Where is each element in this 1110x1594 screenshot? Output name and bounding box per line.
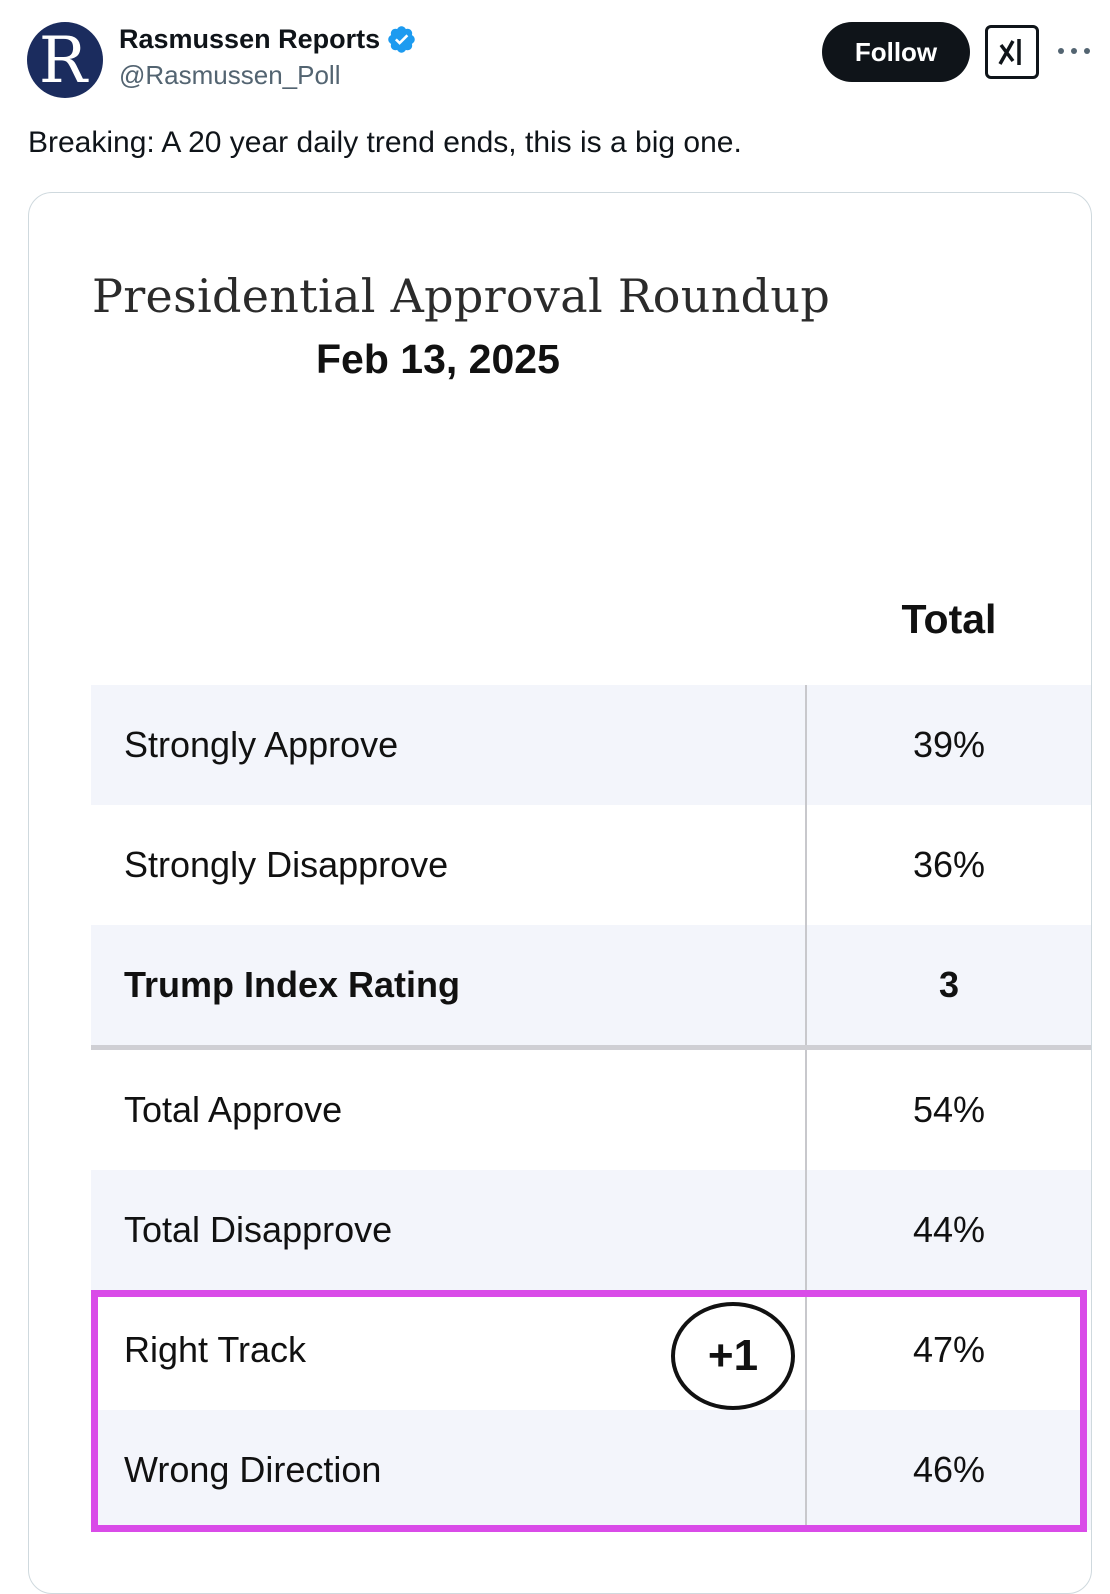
table-row: Strongly Approve 39%	[91, 685, 1091, 805]
column-header-total: Total	[901, 596, 997, 642]
more-options-icon[interactable]	[1058, 36, 1090, 66]
row-label: Right Track	[91, 1290, 807, 1410]
follow-button[interactable]: Follow	[822, 22, 970, 82]
author-name[interactable]: Rasmussen Reports	[119, 24, 381, 54]
table-row: Wrong Direction 46%	[91, 1410, 1091, 1530]
poll-image-card[interactable]: Presidential Approval Roundup Feb 13, 20…	[28, 192, 1092, 1594]
avatar[interactable]: R	[27, 22, 103, 98]
tweet-text: Breaking: A 20 year daily trend ends, th…	[28, 126, 742, 159]
row-label: Strongly Disapprove	[91, 805, 807, 925]
table-row: Trump Index Rating 3	[91, 925, 1091, 1045]
row-label: Wrong Direction	[91, 1410, 807, 1530]
table-row: Strongly Disapprove 36%	[91, 805, 1091, 925]
author-handle[interactable]: @Rasmussen_Poll	[119, 60, 341, 90]
row-value: 39%	[912, 724, 986, 765]
row-label: Strongly Approve	[91, 685, 807, 805]
row-label: Trump Index Rating	[91, 925, 807, 1045]
verified-badge-icon	[388, 26, 415, 53]
row-value: 47%	[912, 1329, 986, 1370]
row-value: 3	[938, 964, 960, 1005]
row-value: 44%	[912, 1209, 986, 1250]
grok-button[interactable]	[985, 25, 1039, 79]
row-label: Total Approve	[91, 1050, 807, 1170]
change-annotation-badge: +1	[671, 1302, 795, 1410]
author-name-row: Rasmussen Reports	[119, 24, 417, 55]
grok-icon	[998, 39, 1021, 65]
avatar-monogram: R	[38, 24, 88, 98]
results-table: Strongly Approve 39% Strongly Disapprove…	[91, 685, 1091, 1530]
table-row: Total Approve 54%	[91, 1045, 1091, 1170]
row-value: 46%	[912, 1449, 986, 1490]
row-value: 54%	[912, 1089, 986, 1130]
row-value: 36%	[912, 844, 986, 885]
table-row: Total Disapprove 44%	[91, 1170, 1091, 1290]
card-date: Feb 13, 2025	[316, 336, 560, 382]
card-title: Presidential Approval Roundup	[92, 269, 831, 323]
table-row: Right Track 47%	[91, 1290, 1091, 1410]
row-label: Total Disapprove	[91, 1170, 807, 1290]
